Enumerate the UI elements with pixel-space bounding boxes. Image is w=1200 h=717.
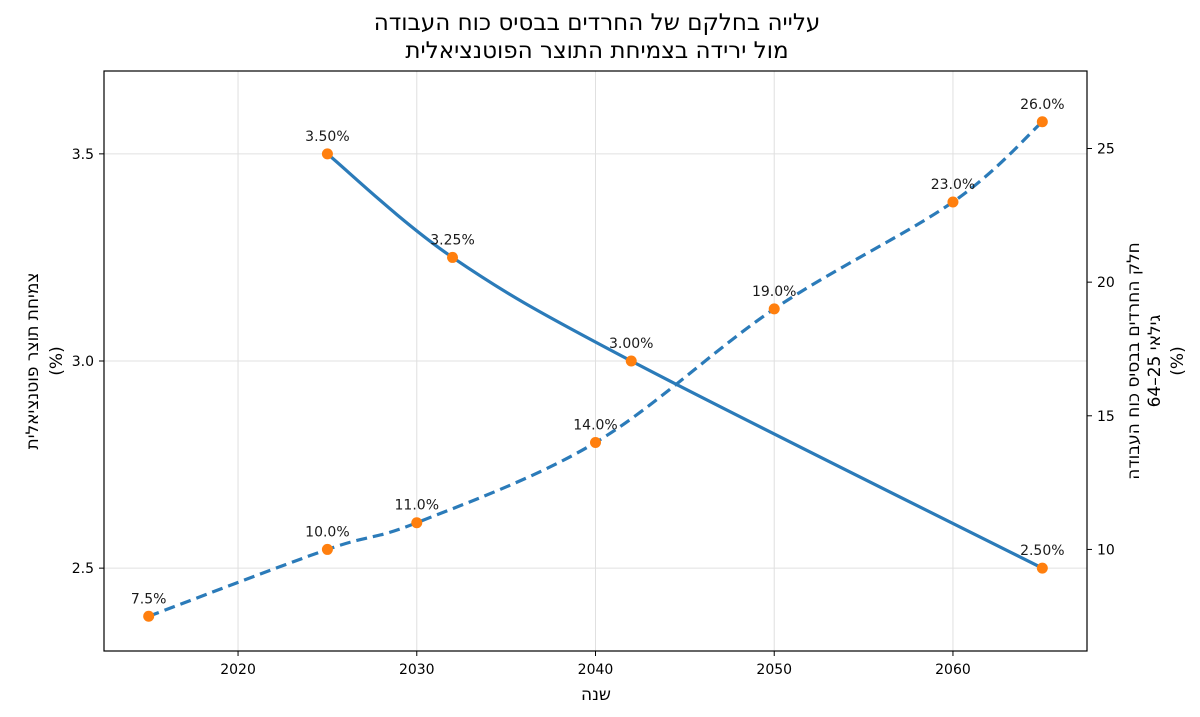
y-left-tick-label: 3.5	[72, 147, 94, 163]
x-tick-label: 2030	[399, 662, 435, 678]
y-axis-left-label: צמיחת תוצר פוטנציאלית (%)	[23, 273, 67, 450]
data-label: 3.00%	[609, 336, 653, 352]
data-point	[1036, 116, 1048, 128]
data-point	[411, 517, 423, 529]
data-point	[947, 196, 959, 208]
y-axis-left-label-line-1: צמיחת תוצר פוטנציאלית	[23, 273, 43, 450]
chart-title-line-1: עלייה בחלקם של החרדים בבסיס כוח העבודה	[374, 10, 821, 36]
y-right-tick-label: 15	[1097, 409, 1115, 425]
data-label: 26.0%	[1020, 97, 1064, 113]
y-axis-right-label: חלק החרדים בבסיס כוח העבודה גילאי 25–64 …	[1124, 242, 1188, 479]
data-label: 23.0%	[931, 177, 975, 193]
data-point	[321, 543, 333, 555]
data-point	[143, 610, 155, 622]
data-point	[321, 148, 333, 160]
data-point	[590, 437, 601, 449]
data-label: 2.50%	[1020, 543, 1064, 559]
y-axis-right-label-line-2: גילאי 25–64	[1145, 315, 1165, 408]
y-left-tick-label: 3.0	[72, 354, 94, 370]
data-label: 3.50%	[305, 129, 349, 145]
data-point	[447, 251, 459, 263]
chart-title-line-2: מול ירידה בצמיחת התוצר הפוטנציאלית	[405, 38, 788, 64]
y-axis-right-label-line-3: (%)	[1168, 346, 1188, 375]
y-right-tick-label: 25	[1097, 142, 1115, 158]
data-labels: 3.50% 3.25% 3.00% 2.50% 7.5% 10.0% 11.0% 14.0% 1…	[131, 97, 1065, 607]
y-right-tick-label: 20	[1097, 275, 1115, 291]
x-tick-label: 2060	[935, 662, 971, 678]
data-point	[625, 355, 637, 367]
data-label: 11.0%	[395, 498, 439, 514]
y-axis-left-label-line-2: (%)	[47, 346, 67, 375]
x-tick-label: 2040	[578, 662, 614, 678]
x-tick-label: 2050	[756, 662, 792, 678]
y-axis-right-label-line-1: חלק החרדים בבסיס כוח העבודה	[1124, 242, 1144, 479]
data-point	[1036, 562, 1048, 574]
data-label: 3.25%	[430, 232, 474, 248]
ticks-layer: 2020 2030 2040 2050 2060 2.5 3.0 3.5 10 15 20 25	[72, 142, 1115, 678]
data-label: 7.5%	[131, 591, 167, 607]
x-tick-label: 2020	[220, 662, 256, 678]
grid	[104, 71, 1087, 651]
data-label: 14.0%	[573, 418, 617, 434]
x-axis-label: שנה	[581, 685, 611, 705]
markers-layer	[143, 116, 1048, 622]
y-left-tick-label: 2.5	[72, 561, 94, 577]
data-label: 19.0%	[752, 284, 796, 300]
series-line-left-solid	[326, 152, 1044, 570]
data-label: 10.0%	[305, 524, 349, 540]
y-right-tick-label: 10	[1097, 542, 1115, 558]
data-point	[768, 303, 780, 315]
